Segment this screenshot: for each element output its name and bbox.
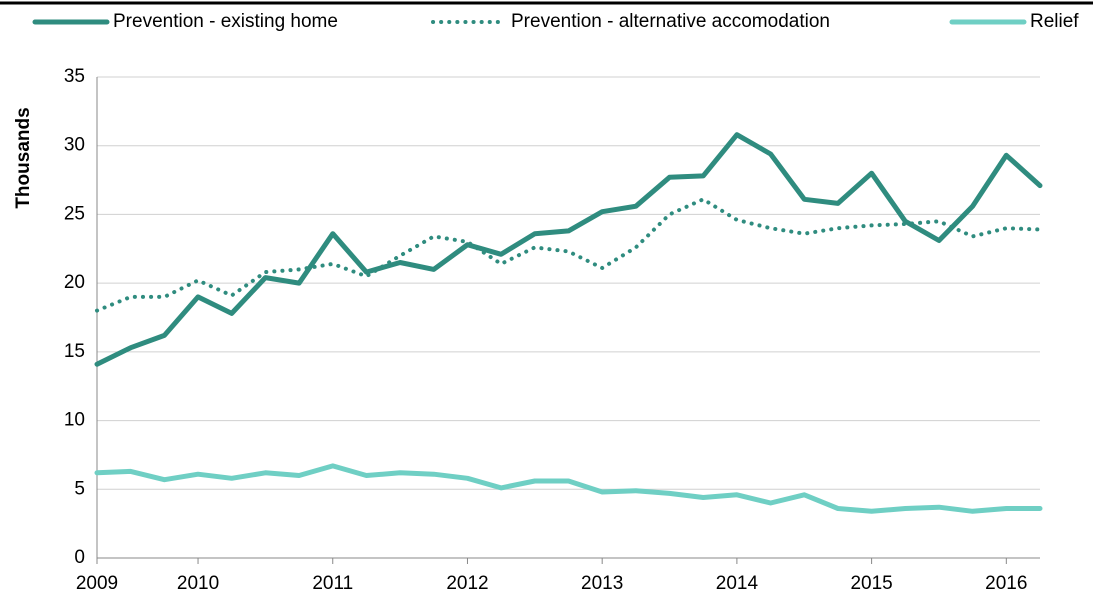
legend-label: Relief (1030, 11, 1079, 32)
y-tick-label: 5 (74, 478, 85, 499)
line-series (94, 463, 1043, 514)
x-tick-label: 2016 (985, 573, 1027, 594)
x-tick-label: 2010 (177, 573, 219, 594)
x-tick-label: 2012 (446, 573, 488, 594)
y-tick-label: 35 (64, 66, 85, 87)
x-tick-label: 2011 (312, 573, 353, 594)
x-tick-label: 2013 (581, 573, 623, 594)
y-tick-label: 0 (74, 547, 85, 568)
line-series (95, 197, 1042, 313)
y-tick-label: 15 (64, 341, 85, 362)
legend-label: Prevention - existing home (113, 11, 338, 32)
y-tick-label: 20 (64, 272, 85, 293)
legend-label: Prevention - alternative accomodation (511, 11, 830, 32)
y-tick-label: 30 (64, 135, 85, 156)
y-tick-label: 10 (64, 410, 85, 431)
line-series (94, 132, 1043, 367)
x-tick-label: 2015 (850, 573, 892, 594)
x-tick-label: 2014 (716, 573, 759, 594)
y-tick-label: 25 (64, 203, 85, 224)
x-tick-label: 2009 (76, 573, 118, 594)
y-axis-label: Thousands (13, 107, 34, 208)
